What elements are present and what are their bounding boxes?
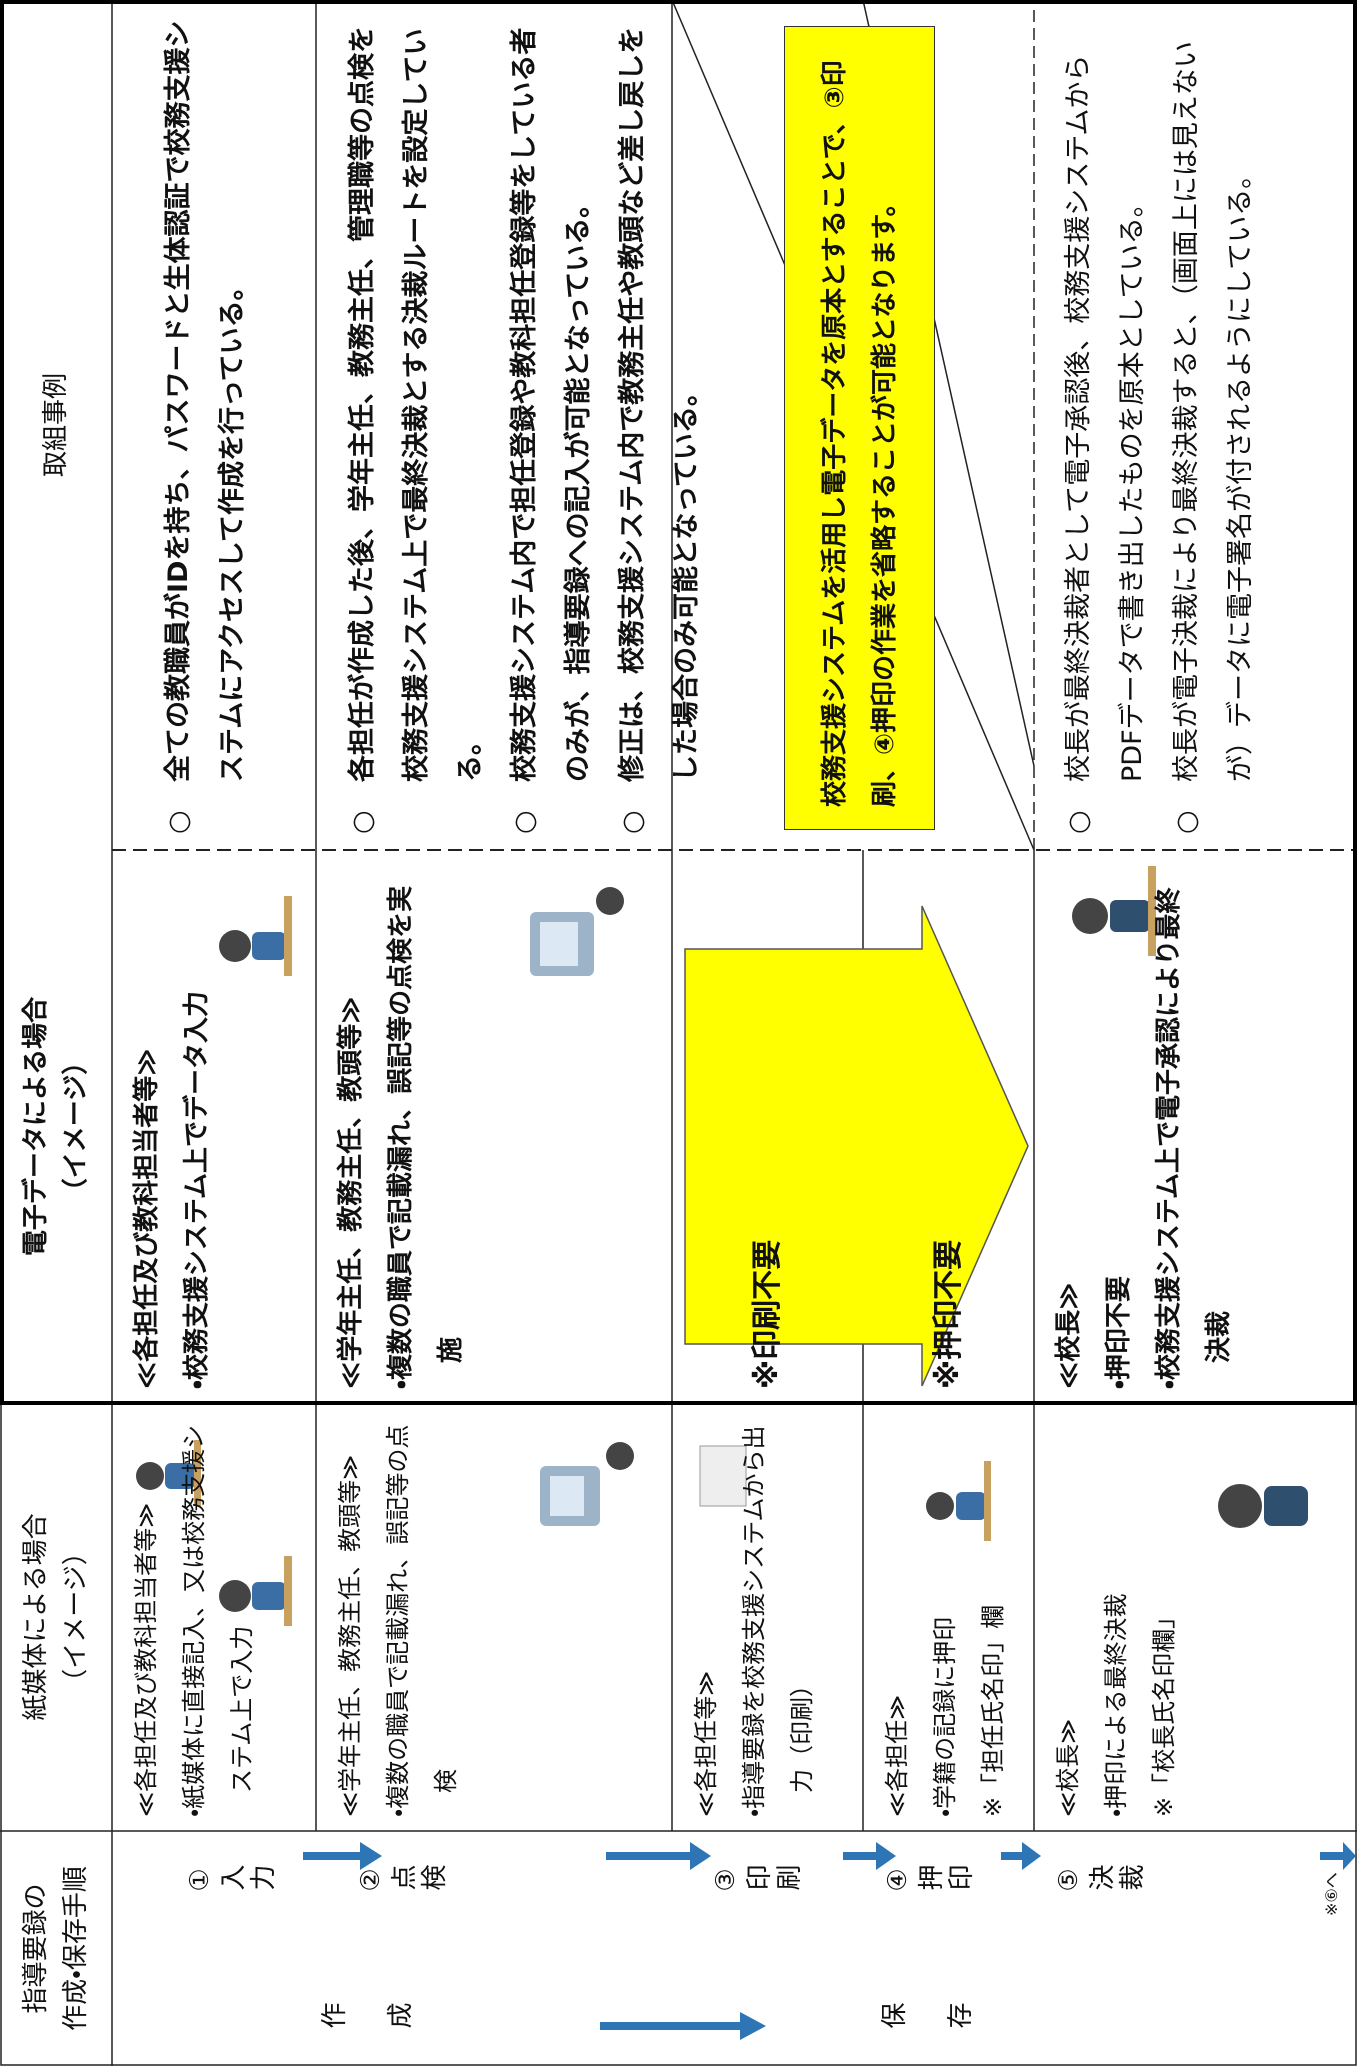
step-text: ④押印 [883,1865,977,1895]
paper-line: ≪学年主任、教務主任、教頭等≫ [336,1454,364,1817]
example-text: 修正は、校務支援システム内で教務主任や教頭など差し戻しをした場合のみ可能となって… [617,26,702,782]
example-text: 校務支援システム内で担任登録や教科担任登録等をしている者のみが、指導要録への記入… [509,27,594,782]
paper-line: ※「校長氏名印欄」 [1150,1604,1178,1817]
electronic-line: ≪学年主任、教務主任、教頭等≫ [336,996,366,1389]
paper-line: ≪各担任及び教科担当者等≫ [132,1502,160,1817]
step-text: ②点検 [356,1865,450,1895]
bullet: ○ [1063,810,1094,834]
example-item: ○ 全ての教職員がIDを持ち、パスワードと生体認証で校務支援システムにアクセスして… [152,16,260,834]
electronic-cell: ≪校長≫ ・押印不要 ・校務支援システム上で電子承認により最終決裁 [1034,850,1357,1403]
electronic-cell: ≪各担任及び教科担当者等≫ ・校務支援システム上でデータ入力 [112,850,316,1403]
example-item: ○ 校長が最終決裁者として電子承認後、校務支援システムからPDFデータで書き出した… [1052,16,1160,834]
column-header: 紙媒体による場合 （イメージ） [0,1403,112,1831]
phase-label: 保存 [880,1976,1040,2036]
step-label: ①入力 [185,1858,285,1898]
electronic-line: ≪各担任及び教科担当者等≫ [132,1048,162,1389]
example-cell: ○ 全ての教職員がIDを持ち、パスワードと生体認証で校務支援システムにアクセスして… [112,0,316,850]
paper-line: ・学籍の記録に押印 [931,1616,959,1817]
electronic-cell: ≪学年主任、教務主任、教頭等≫ ・複数の職員で記載漏れ、誤記等の点検を実施 [316,850,672,1403]
example-text: 全ての教職員がIDを持ち、パスワードと生体認証で校務支援システムにアクセスして作… [163,20,248,782]
paper-cell: ≪各担任≫ ・学籍の記録に押印 ※「担任氏名印」欄 [863,1403,1034,1831]
footnote-text: ※⑥へ [1322,1872,1341,1916]
paper-line: ≪各担任≫ [883,1694,911,1817]
electronic-line: ≪校長≫ [1054,1282,1084,1389]
header-text: 取組事例 [41,373,71,478]
column-header: 電子データによる場合 （イメージ） [0,850,112,1403]
electronic-cell: ※押印不要 [863,850,1034,1403]
footnote: ※⑥へ [1318,1836,1342,1916]
step-label: ③印刷 [711,1858,811,1898]
paper-line: ※「担任氏名印」欄 [979,1604,1007,1817]
bullet: ○ [1171,810,1202,834]
bullet: ○ [617,810,648,834]
phase-text: 保存 [880,2003,1012,2033]
paper-cell: ≪学年主任、教務主任、教頭等≫ ・複数の職員で記載漏れ、誤記等の点検 [316,1403,672,1831]
example-text: 校長が電子決裁により最終決裁すると、（画面上には見えないが）データに電子署名が付… [1171,41,1256,782]
column-header: 指導要録の 作成・保存手順 [0,1831,112,2066]
example-text: 各担任が作成した後、学年主任、教務主任、管理職等の点検を校務支援システム上で最終… [347,26,486,782]
column-header: 取組事例 [0,0,112,850]
example-item: ○ 校務支援システム内で担任登録や教科担任登録等をしている者のみが、指導要録への記… [498,16,606,834]
bullet: ○ [347,810,378,834]
step-label: ⑤決裁 [1054,1858,1154,1898]
step-label: ②点検 [356,1858,456,1898]
step-label: ④押印 [883,1858,983,1898]
example-item: ○ 各担任が作成した後、学年主任、教務主任、管理職等の点検を校務支援システム上で最… [336,16,498,834]
example-text: 校長が最終決裁者として電子承認後、校務支援システムからPDFデータで書き出したも… [1063,54,1148,782]
paper-line: ・押印による最終決裁 [1102,1593,1130,1817]
electronic-line: ※押印不要 [930,1239,966,1389]
example-item: ○ 校長が電子決裁により最終決裁すると、（画面上には見えないが）データに電子署名が… [1160,16,1268,834]
paper-line: ≪校長≫ [1054,1718,1082,1817]
paper-line: ≪各担任等≫ [692,1670,720,1817]
note-box: 校務支援システムを活用し電子データを原本とすることで、③印刷、④押印の作業を省略… [784,26,935,830]
paper-cell: ≪校長≫ ・押印による最終決裁 ※「校長氏名印欄」 [1034,1403,1357,1831]
electronic-line: ・校務支援システム上でデータ入力 [182,990,212,1389]
paper-line: ・紙媒体に直接記入、又は校務支援システム上で入力 [180,1424,256,1817]
paper-cell: ≪各担任等≫ ・指導要録を校務支援システムから出力（印刷） [672,1403,863,1831]
electronic-line: ・押印不要 [1104,1276,1134,1389]
phase-text: 作成 [320,2003,452,2033]
header-text: 紙媒体による場合 （イメージ） [21,1513,91,1721]
paper-line: ・複数の職員で記載漏れ、誤記等の点検 [384,1424,460,1817]
header-text: 指導要録の 作成・保存手順 [21,1866,91,2031]
bullet: ○ [163,810,194,834]
step-text: ⑤決裁 [1054,1865,1148,1895]
electronic-line: ・校務支援システム上で電子承認により最終決裁 [1154,887,1234,1389]
electronic-cell: ※印刷不要 [672,850,863,1403]
electronic-line: ・複数の職員で記載漏れ、誤記等の点検を実施 [386,885,466,1389]
example-cell: ○ 校長が最終決裁者として電子承認後、校務支援システムからPDFデータで書き出した… [1034,0,1357,850]
bullet: ○ [509,810,540,834]
paper-line: ・指導要録を校務支援システムから出力（印刷） [740,1425,816,1817]
header-text: 電子データによる場合 （イメージ） [21,996,91,1257]
note-text: 校務支援システムを活用し電子データを原本とすることで、③印刷、④押印の作業を省略… [819,60,900,807]
step-text: ③印刷 [711,1865,805,1895]
paper-cell: ≪各担任及び教科担当者等≫ ・紙媒体に直接記入、又は校務支援システム上で入力 [112,1403,316,1831]
step-text: ①入力 [185,1865,279,1895]
phase-label: 作成 [320,1976,460,2036]
example-cell: ○ 各担任が作成した後、学年主任、教務主任、管理職等の点検を校務支援システム上で最… [316,0,702,850]
electronic-line: ※印刷不要 [749,1239,785,1389]
example-item: ○ 修正は、校務支援システム内で教務主任や教頭など差し戻しをした場合のみ可能となっ… [606,16,714,834]
